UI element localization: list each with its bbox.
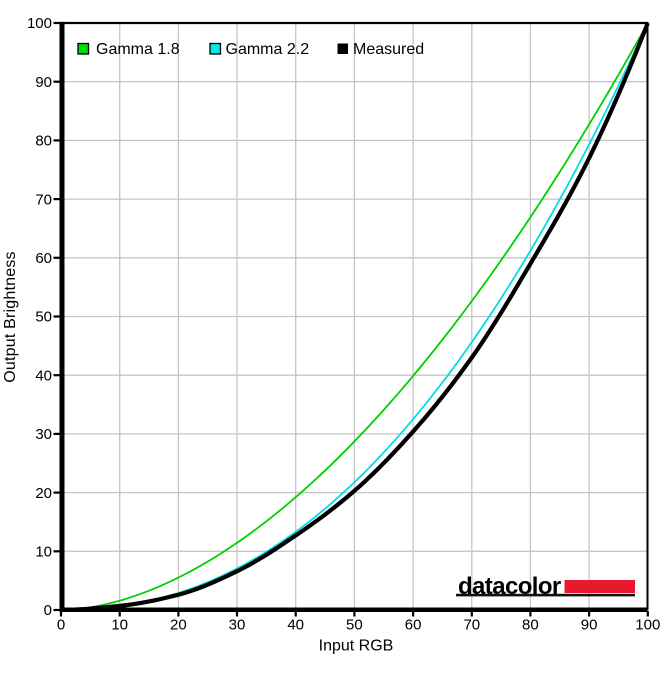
svg-text:40: 40 <box>287 617 304 634</box>
svg-text:30: 30 <box>35 426 52 443</box>
svg-text:90: 90 <box>581 617 598 634</box>
svg-text:100: 100 <box>27 15 52 32</box>
svg-text:Input RGB: Input RGB <box>319 638 394 655</box>
svg-text:10: 10 <box>111 617 128 634</box>
svg-text:80: 80 <box>522 617 539 634</box>
svg-text:Gamma 2.2: Gamma 2.2 <box>226 41 310 58</box>
svg-text:50: 50 <box>35 309 52 326</box>
svg-text:10: 10 <box>35 544 52 561</box>
svg-text:Gamma 1.8: Gamma 1.8 <box>96 41 180 58</box>
svg-text:0: 0 <box>57 617 65 634</box>
svg-text:30: 30 <box>229 617 246 634</box>
svg-text:40: 40 <box>35 367 52 384</box>
svg-text:70: 70 <box>463 617 480 634</box>
svg-text:50: 50 <box>346 617 363 634</box>
svg-text:70: 70 <box>35 191 52 208</box>
svg-text:90: 90 <box>35 74 52 91</box>
svg-text:Measured: Measured <box>353 41 424 58</box>
svg-text:60: 60 <box>35 250 52 267</box>
svg-text:100: 100 <box>635 617 660 634</box>
svg-text:Output Brightness: Output Brightness <box>2 251 19 382</box>
svg-text:0: 0 <box>44 602 52 619</box>
svg-text:60: 60 <box>405 617 422 634</box>
svg-text:20: 20 <box>35 485 52 502</box>
svg-text:20: 20 <box>170 617 187 634</box>
svg-text:80: 80 <box>35 133 52 150</box>
